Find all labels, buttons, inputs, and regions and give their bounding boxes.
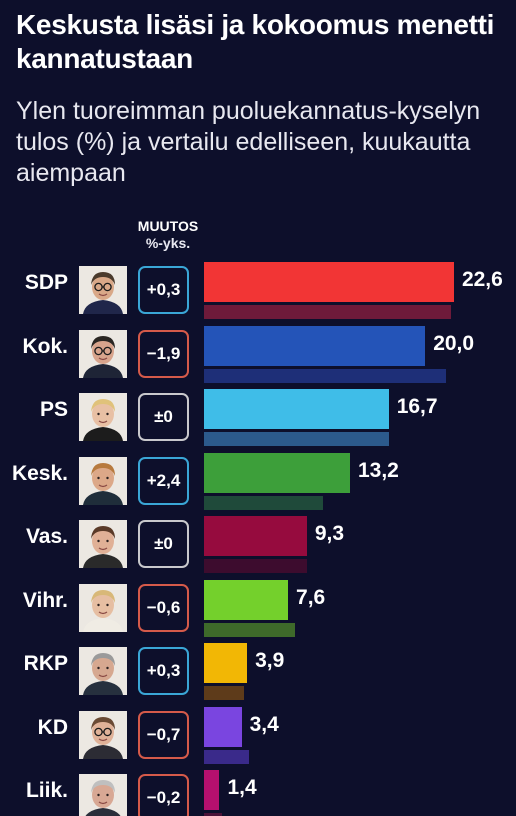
party-leader-avatar	[79, 583, 127, 632]
portrait-icon	[79, 520, 127, 568]
previous-bar	[204, 495, 324, 510]
party-label: Vas.	[25, 525, 68, 548]
party-leader-avatar	[79, 647, 127, 695]
party-leader-avatar	[79, 329, 127, 378]
current-bar	[204, 516, 307, 556]
current-bar	[204, 579, 289, 620]
current-bar	[204, 389, 389, 429]
portrait-icon	[79, 774, 127, 816]
party-label: PS	[39, 398, 68, 421]
portrait-icon	[79, 710, 127, 759]
current-bar	[204, 325, 426, 366]
change-value-box: +2,4	[138, 456, 189, 505]
bar-value-label: 3,9	[255, 649, 285, 672]
portrait-icon	[79, 647, 127, 695]
portrait-icon	[79, 393, 127, 441]
change-value-box: +0,3	[138, 266, 189, 314]
portrait-icon	[79, 456, 127, 505]
change-value-box: +0,3	[138, 647, 189, 695]
bar-value-label: 13,2	[357, 458, 399, 482]
portrait-icon	[79, 583, 127, 632]
bar-value-label: 9,3	[314, 522, 345, 545]
current-bar	[204, 643, 248, 683]
chart-title: Keskusta lisäsi ja kokoomus menetti kann…	[16, 9, 495, 74]
change-value-box: ±0	[138, 393, 189, 441]
previous-bar	[204, 559, 307, 573]
party-label: Kesk.	[11, 461, 68, 485]
change-value-box: −0,7	[138, 710, 189, 759]
party-leader-avatar	[79, 774, 127, 816]
party-leader-avatar	[79, 710, 127, 759]
current-bar	[204, 770, 220, 810]
previous-bar	[204, 749, 250, 764]
party-leader-avatar	[79, 520, 127, 568]
party-label: Vihr.	[22, 588, 68, 612]
current-bar	[204, 452, 350, 493]
party-leader-avatar	[79, 266, 127, 314]
previous-bar	[204, 813, 222, 816]
change-value-box: −1,9	[138, 329, 189, 378]
portrait-icon	[79, 266, 127, 314]
change-value-box: −0,2	[138, 774, 189, 816]
party-label: Kok.	[22, 334, 68, 358]
current-bar	[204, 262, 454, 302]
change-value-box: −0,6	[138, 583, 189, 632]
party-leader-avatar	[79, 456, 127, 505]
bar-value-label: 16,7	[396, 395, 438, 418]
party-label: RKP	[23, 652, 68, 675]
bar-value-label: 22,6	[461, 268, 503, 291]
previous-bar	[204, 432, 389, 446]
change-column-header: MUUTOS %-yks.	[128, 218, 208, 252]
current-bar	[204, 706, 242, 747]
bar-value-label: 3,4	[249, 712, 279, 736]
chart-subtitle: Ylen tuoreimman puoluekannatus-kyselyn t…	[16, 97, 481, 187]
party-label: SDP	[24, 271, 68, 294]
previous-bar	[204, 305, 451, 319]
change-value-box: ±0	[138, 520, 189, 568]
bar-value-label: 7,6	[296, 585, 326, 609]
change-header-line1: MUUTOS	[137, 218, 199, 234]
previous-bar	[204, 686, 244, 700]
previous-bar	[204, 368, 447, 383]
party-label: Liik.	[25, 779, 68, 802]
bar-value-label: 20,0	[433, 331, 475, 355]
party-leader-avatar	[79, 393, 127, 441]
portrait-icon	[79, 329, 127, 378]
change-header-line2: %-yks.	[145, 235, 191, 251]
previous-bar	[204, 622, 295, 637]
party-label: KD	[37, 715, 68, 739]
bar-value-label: 1,4	[227, 776, 257, 799]
